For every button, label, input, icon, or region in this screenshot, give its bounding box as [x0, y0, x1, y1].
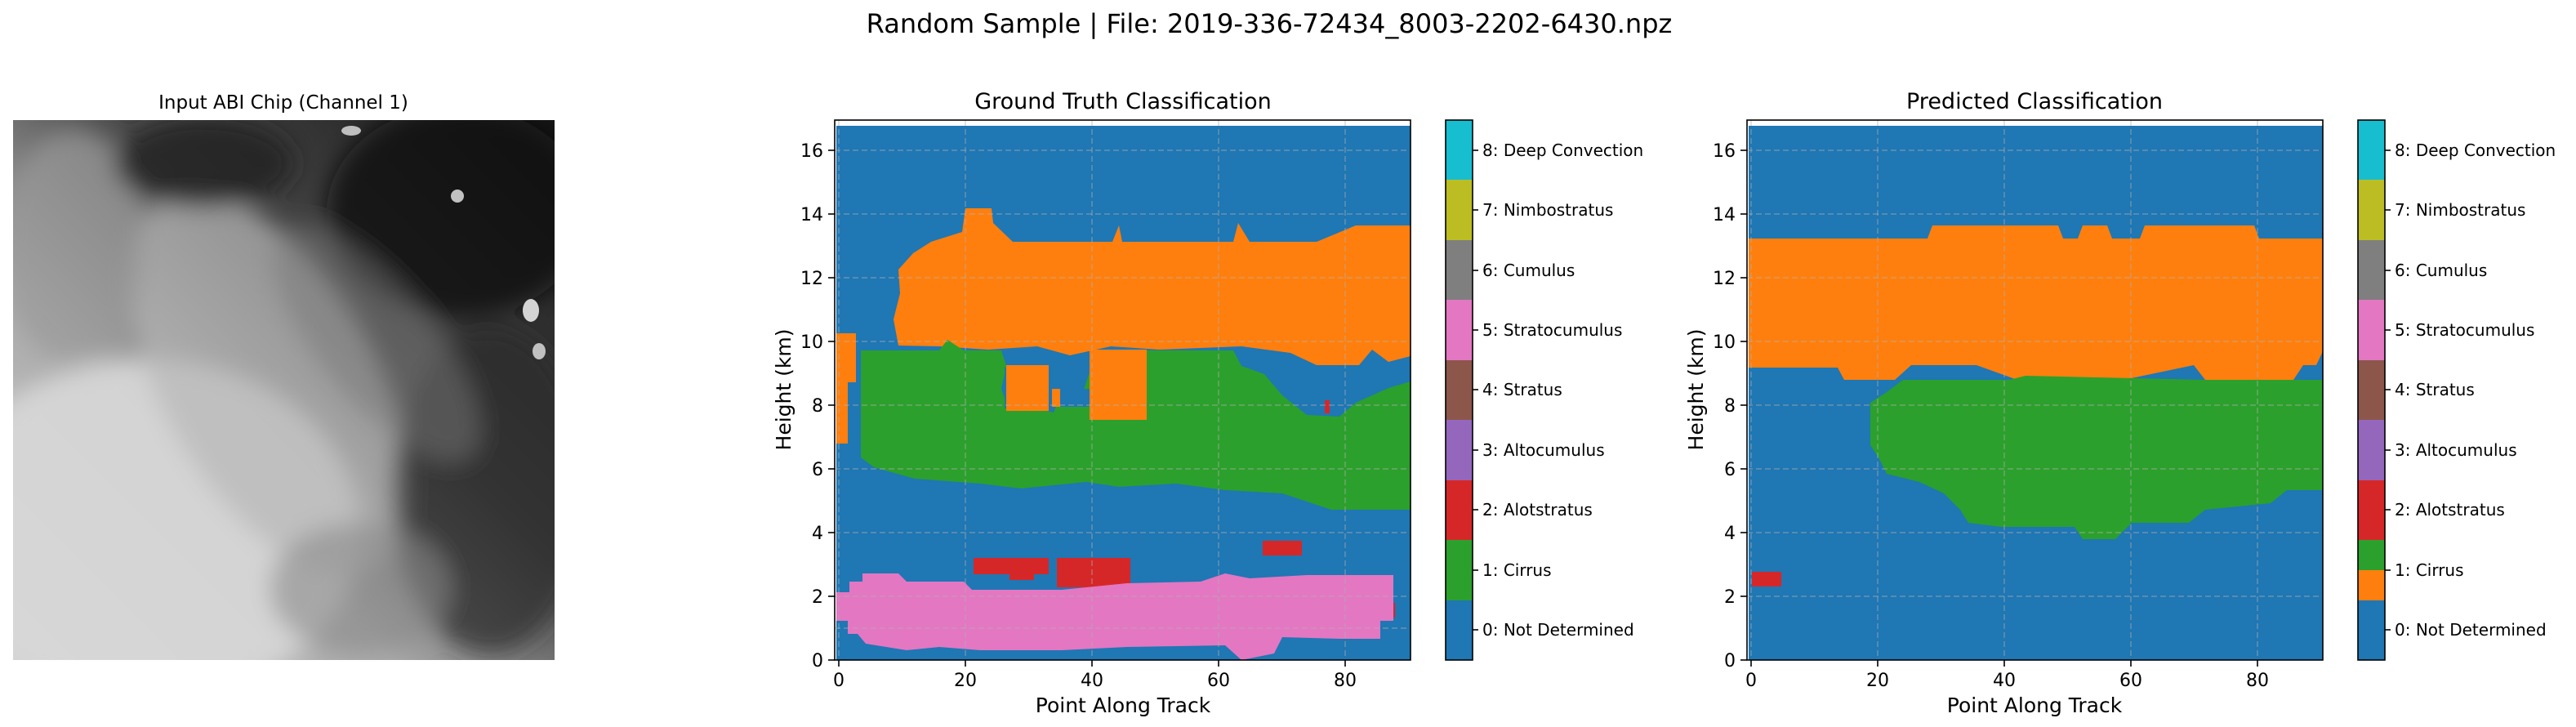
pred-ytick-8: 8	[1724, 396, 1736, 417]
pred-ytick-0: 0	[1724, 651, 1736, 671]
gt-ytick-12: 12	[800, 269, 823, 289]
gt-ytick-8: 8	[812, 396, 823, 417]
pred-grid	[1747, 120, 2323, 660]
pred-axes-frame	[1746, 119, 2324, 661]
pred-title: Predicted Classification	[1906, 89, 2163, 114]
gt-y-axis: 0 2 4 6 8 10 12 14 16	[800, 141, 835, 671]
gt-ytick-16: 16	[800, 141, 823, 162]
pred-colorbar: 8: Deep Convection 7: Nimbostratus 6: Cu…	[2357, 119, 2556, 661]
pred-xtick-60: 60	[2119, 671, 2142, 691]
pred-cb-label-0: 0: Not Determined	[2395, 620, 2547, 640]
pred-y-axis: 0 2 4 6 8 10 12 14 16	[1713, 141, 1747, 671]
pred-cb-label-8: 8: Deep Convection	[2395, 140, 2556, 160]
gt-cb-label-0: 0: Not Determined	[1482, 620, 1634, 640]
gt-colorbar: 8: Deep Convection 7: Nimbostratus 6: Cu…	[1445, 119, 1643, 661]
abi-title: Input ABI Chip (Channel 1)	[158, 92, 408, 114]
gt-ytick-10: 10	[800, 332, 823, 353]
gt-panel: Ground Truth Classification	[772, 89, 1411, 717]
gt-grid	[835, 120, 1411, 660]
gt-xtick-20: 20	[954, 671, 977, 691]
pred-cb-label-5: 5: Stratocumulus	[2395, 320, 2534, 340]
pred-cb-label-1: 1: Cirrus	[2395, 560, 2464, 580]
gt-cb-label-6: 6: Cumulus	[1482, 261, 1575, 280]
pred-ytick-10: 10	[1713, 332, 1736, 353]
gt-xtick-0: 0	[833, 671, 845, 691]
pred-cb-label-3: 3: Altocumulus	[2395, 440, 2517, 460]
gt-cb-label-5: 5: Stratocumulus	[1482, 320, 1622, 340]
gt-ylabel: Height (km)	[772, 329, 796, 451]
pred-x-axis: 0 20 40 60 80	[1745, 660, 2269, 691]
pred-xtick-80: 80	[2246, 671, 2269, 691]
gt-ytick-6: 6	[812, 460, 823, 480]
gt-xtick-80: 80	[1334, 671, 1357, 691]
pred-ytick-16: 16	[1713, 141, 1736, 162]
gt-cb-label-4: 4: Stratus	[1482, 380, 1562, 399]
gt-ytick-0: 0	[812, 651, 823, 671]
gt-ytick-4: 4	[812, 524, 823, 544]
pred-cb-label-7: 7: Nimbostratus	[2395, 200, 2525, 220]
gt-ytick-2: 2	[812, 587, 823, 608]
gt-xtick-40: 40	[1081, 671, 1103, 691]
pred-cb-label-2: 2: Alotstratus	[2395, 500, 2505, 520]
gt-xtick-60: 60	[1207, 671, 1230, 691]
pred-xtick-20: 20	[1866, 671, 1889, 691]
figure-suptitle: Random Sample | File: 2019-336-72434_800…	[867, 8, 1673, 39]
gt-axes-frame	[834, 119, 1411, 661]
pred-ytick-4: 4	[1724, 524, 1736, 544]
abi-image	[13, 120, 555, 660]
pred-ytick-12: 12	[1713, 269, 1736, 289]
gt-cb-label-1: 1: Cirrus	[1482, 560, 1552, 580]
gt-ytick-14: 14	[800, 205, 823, 225]
pred-ytick-6: 6	[1724, 460, 1736, 480]
pred-panel: Predicted Classification	[1684, 89, 2324, 717]
pred-ytick-14: 14	[1713, 205, 1736, 225]
pred-plot	[1747, 120, 2323, 660]
gt-title: Ground Truth Classification	[974, 89, 1272, 114]
gt-plot	[835, 120, 1411, 660]
pred-cb-label-4: 4: Stratus	[2395, 380, 2475, 399]
abi-panel: Input ABI Chip (Channel 1)	[13, 92, 555, 660]
gt-cb-label-7: 7: Nimbostratus	[1482, 200, 1613, 220]
pred-ylabel: Height (km)	[1684, 329, 1708, 451]
gt-cb-label-8: 8: Deep Convection	[1482, 140, 1643, 160]
gt-x-axis: 0 20 40 60 80	[833, 660, 1357, 691]
pred-xtick-0: 0	[1745, 671, 1757, 691]
pred-xlabel: Point Along Track	[1947, 694, 2123, 717]
pred-ytick-2: 2	[1724, 587, 1736, 608]
gt-cb-label-3: 3: Altocumulus	[1482, 440, 1605, 460]
pred-xtick-40: 40	[1993, 671, 2016, 691]
gt-xlabel: Point Along Track	[1036, 694, 1211, 717]
gt-cb-label-2: 2: Alotstratus	[1482, 500, 1593, 520]
pred-cb-label-6: 6: Cumulus	[2395, 261, 2487, 280]
